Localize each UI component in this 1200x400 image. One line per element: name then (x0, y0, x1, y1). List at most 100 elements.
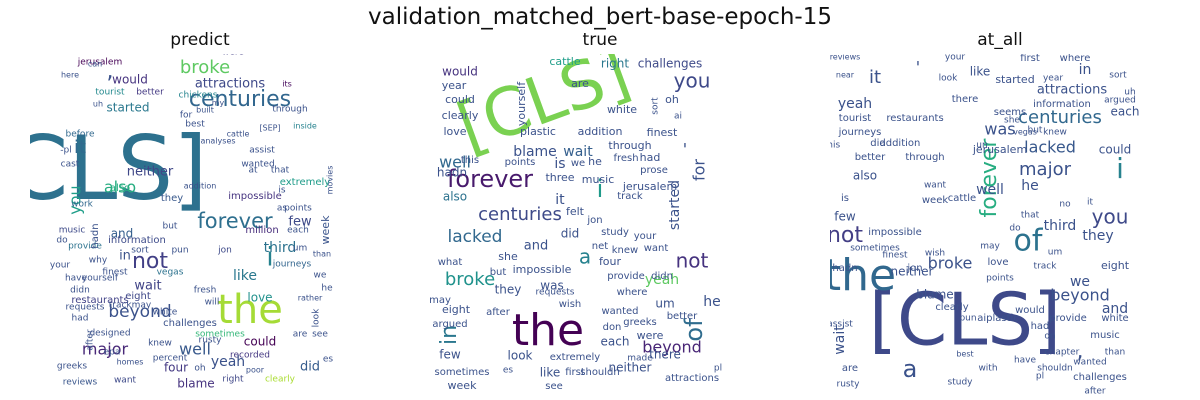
cloud-word: addition (184, 182, 217, 191)
cloud-word: love (988, 257, 1009, 268)
cloud-word: impossible (228, 191, 281, 202)
cloud-word: study (601, 227, 629, 238)
cloud-word: love (443, 125, 466, 138)
cloud-word: did (870, 138, 885, 149)
cloud-word: um (1048, 248, 1062, 258)
cloud-word: have (1014, 356, 1037, 366)
cloud-word: beyond (108, 302, 171, 322)
cloud-word: un (976, 141, 987, 151)
cloud-word: requests (66, 303, 105, 313)
cloud-word: recorded (230, 351, 270, 361)
cloud-word: it (74, 137, 86, 158)
cloud-word: wanted (1073, 358, 1106, 368)
cloud-word: why (89, 256, 108, 266)
cloud-word: also (104, 178, 136, 197)
cloud-word: that (271, 166, 290, 176)
cloud-word: would (112, 73, 148, 87)
cloud-word: also (110, 183, 130, 194)
cloud-word: were (222, 54, 244, 58)
cloud-word: we (314, 271, 327, 281)
cloud-word: this (830, 141, 841, 151)
cloud-word: hadn (90, 223, 101, 248)
cloud-word: music (582, 173, 615, 186)
cloud-word: want (644, 243, 669, 254)
wordcloud-panel-at-all: at_all [CLS] the of forever centuries lacked m… (830, 30, 1170, 400)
cloud-word: provide (607, 271, 645, 282)
cloud-word: jon (217, 246, 232, 256)
cloud-word: rather (298, 294, 323, 303)
cloud-word: inside (293, 122, 317, 131)
cloud-word: forever (977, 138, 1002, 218)
cloud-word: first (1020, 54, 1040, 64)
cloud-word: clearly (442, 109, 479, 122)
cloud-word: seems (994, 107, 1026, 118)
cloud-word: not (132, 249, 168, 274)
cloud-word: sometimes (195, 330, 245, 340)
cloud-word: information (108, 235, 166, 246)
cloud-word: do (1009, 224, 1021, 234)
cloud-word: vegas (157, 268, 184, 278)
cloud-word: the (512, 305, 584, 356)
cloud-word: best (185, 120, 205, 130)
cloud-word: finest (647, 126, 678, 139)
cloud-word: wait (563, 144, 593, 160)
cloud-word: homes (117, 358, 144, 367)
cloud-word: es (503, 366, 514, 376)
cloud-word: -pl (60, 146, 71, 156)
cloud-word: forever (197, 209, 273, 233)
cloud-word: we (1070, 274, 1090, 290)
cloud-word: greeks (623, 317, 657, 328)
cloud-word: rusty (199, 336, 223, 346)
cloud-word: do (56, 236, 68, 246)
wordcloud-svg: [CLS]the of forever centuries lacked major you… (830, 54, 1139, 394)
cloud-word: year (442, 79, 467, 92)
cloud-word: also (853, 169, 877, 183)
cloud-word: [SEP] (259, 124, 280, 133)
cloud-word: [CLS] (30, 117, 208, 220)
cloud-word: knew (148, 339, 172, 349)
cloud-word: a (579, 245, 591, 269)
cloud-word: but (490, 267, 507, 278)
cloud-word: million (245, 225, 278, 236)
cloud-word: journeys (272, 260, 312, 270)
cloud-word: had (1031, 321, 1050, 332)
cloud-word: was (540, 279, 563, 293)
cloud-word: blame (513, 144, 557, 160)
cloud-word: argued (432, 319, 467, 330)
cloud-word: the (217, 287, 283, 333)
cloud-word: shouldn (1037, 364, 1073, 374)
cloud-word: clearly (935, 302, 968, 313)
cloud-word: on (1044, 332, 1055, 342)
cloud-word: impossible (868, 227, 921, 238)
cloud-word: for (690, 159, 709, 181)
cloud-word: white (1101, 313, 1128, 324)
cloud-word: and (524, 239, 548, 254)
cloud-word: would (1015, 305, 1045, 316)
cloud-word: eight (442, 303, 471, 316)
cloud-word: provide (68, 242, 102, 252)
cloud-word: study (948, 378, 974, 388)
cloud-word: analyses (200, 137, 235, 146)
cloud-word: oh (194, 364, 205, 374)
cloud-word: your (634, 231, 657, 242)
cloud-word: may (980, 242, 1000, 252)
cloud-word: finest (882, 251, 908, 261)
cloud-word: love (247, 291, 272, 305)
cloud-word: your (50, 261, 71, 271)
cloud-word: attractions (1037, 83, 1108, 98)
cloud-word: he (1021, 178, 1039, 194)
cloud-word: through (905, 152, 944, 163)
cloud-word: better (136, 88, 164, 98)
cloud-word: beyond (642, 338, 702, 357)
cloud-word: not (676, 249, 709, 273)
cloud-word: he (321, 284, 333, 294)
cloud-word: track (617, 191, 643, 202)
cloud-word: as (277, 204, 288, 214)
cloud-word: were (637, 329, 664, 342)
cloud-word: week (922, 195, 948, 206)
cloud-word: track (1034, 262, 1058, 272)
cloud-word: clearly (265, 375, 296, 385)
cloud-word: reviews (63, 378, 98, 388)
cloud-word: centuries (1018, 107, 1102, 128)
cloud-word: jon (906, 263, 922, 274)
